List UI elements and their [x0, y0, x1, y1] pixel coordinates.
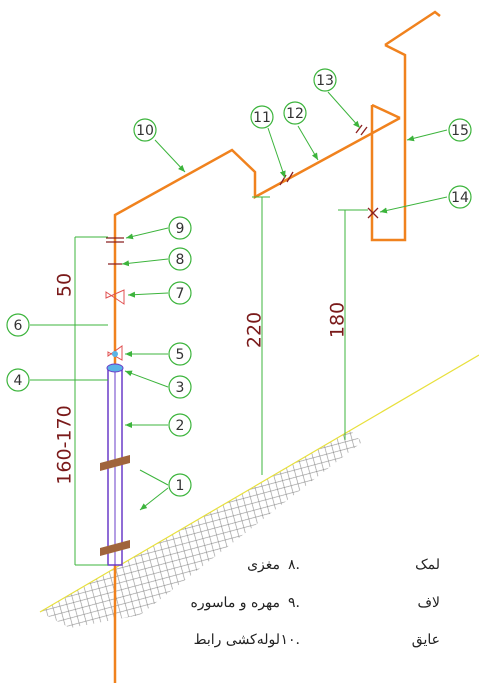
callout-label: 10 — [136, 123, 154, 139]
callout-label: 2 — [176, 418, 185, 434]
callout-label: 13 — [316, 73, 334, 89]
callout-label: 7 — [176, 286, 185, 302]
dimension: 160-170 — [54, 405, 76, 484]
legend-number: ۱۰. — [281, 632, 301, 648]
legend-text: لاف — [418, 595, 441, 611]
callout-label: 5 — [176, 347, 185, 363]
dimension: 50 — [54, 273, 76, 297]
legend-number: ۹. — [288, 595, 300, 611]
callout-label: 8 — [176, 252, 185, 268]
callout-label: 3 — [176, 380, 185, 396]
legend-number: ۸. — [288, 557, 300, 573]
callout-label: 15 — [451, 123, 469, 139]
legend-text: لمک — [415, 557, 440, 573]
legend-text: مهره و ماسوره — [191, 595, 281, 611]
legend-text: لوله‌کشی رابط — [194, 632, 280, 648]
callout-label: 14 — [451, 190, 469, 206]
callout-label: 12 — [286, 106, 304, 122]
ground — [40, 355, 479, 628]
callout-label: 6 — [14, 318, 23, 334]
diagram: 123456789101112131415 50 160-170 220 180… — [0, 0, 479, 683]
dimension: 220 — [244, 312, 266, 348]
legend-text: عایق — [412, 632, 440, 648]
leaders — [30, 92, 447, 565]
callout-label: 1 — [176, 478, 185, 494]
legend-text: مغزی — [247, 557, 280, 573]
dimension: 180 — [327, 302, 349, 338]
callout-label: 9 — [176, 221, 185, 237]
callout-label: 4 — [14, 373, 23, 389]
callout-label: 11 — [253, 110, 271, 126]
